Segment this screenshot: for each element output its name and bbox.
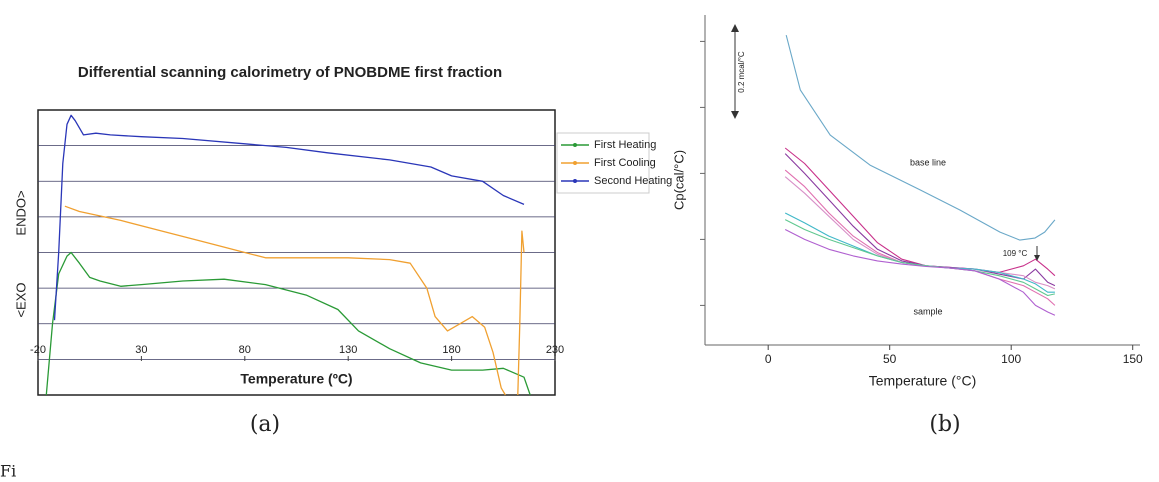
series-line [64,205,525,396]
x-tick-label: 100 [1001,352,1021,366]
series-line [53,114,525,321]
x-tick-label: -20 [30,344,46,356]
y-axis-label: <EXO [13,282,28,317]
caption: Fi [0,462,16,481]
arrow-head [1034,255,1040,261]
x-tick-label: 0 [765,352,772,366]
legend-label: First Cooling [594,157,656,169]
x-tick-label: 80 [239,344,251,356]
x-tick-label: 130 [339,344,357,356]
arrow-head [731,24,739,32]
y-axis-label: Cp(cal/°C) [671,150,686,210]
legend-label: First Heating [594,139,656,151]
series-line [785,34,1056,241]
legend-marker [573,143,577,147]
panel-label: (b) [929,412,960,437]
series-line [784,229,1056,316]
annotation: 109 °C [1003,249,1028,258]
annotation: 0.2 mcal/°C [737,51,746,93]
series-line [45,251,531,396]
annotation: sample [913,306,942,316]
x-tick-label: 150 [1123,352,1143,366]
x-axis-label: Temperature (°C) [869,373,977,389]
x-axis-label: Temperature (ºC) [240,371,352,387]
x-tick-label: 230 [546,344,564,356]
x-tick-label: 180 [442,344,460,356]
arrow-head [731,111,739,119]
legend-label: Second Heating [594,175,672,187]
x-tick-label: 50 [883,352,897,366]
legend-marker [573,161,577,165]
annotation: base line [910,157,946,167]
legend-marker [573,179,577,183]
series-line [784,176,1056,290]
x-tick-label: 30 [135,344,147,356]
y-axis-label: ENDO> [13,190,28,235]
chart-title: Differential scanning calorimetry of PNO… [78,64,502,81]
panel-label: (a) [250,412,280,437]
